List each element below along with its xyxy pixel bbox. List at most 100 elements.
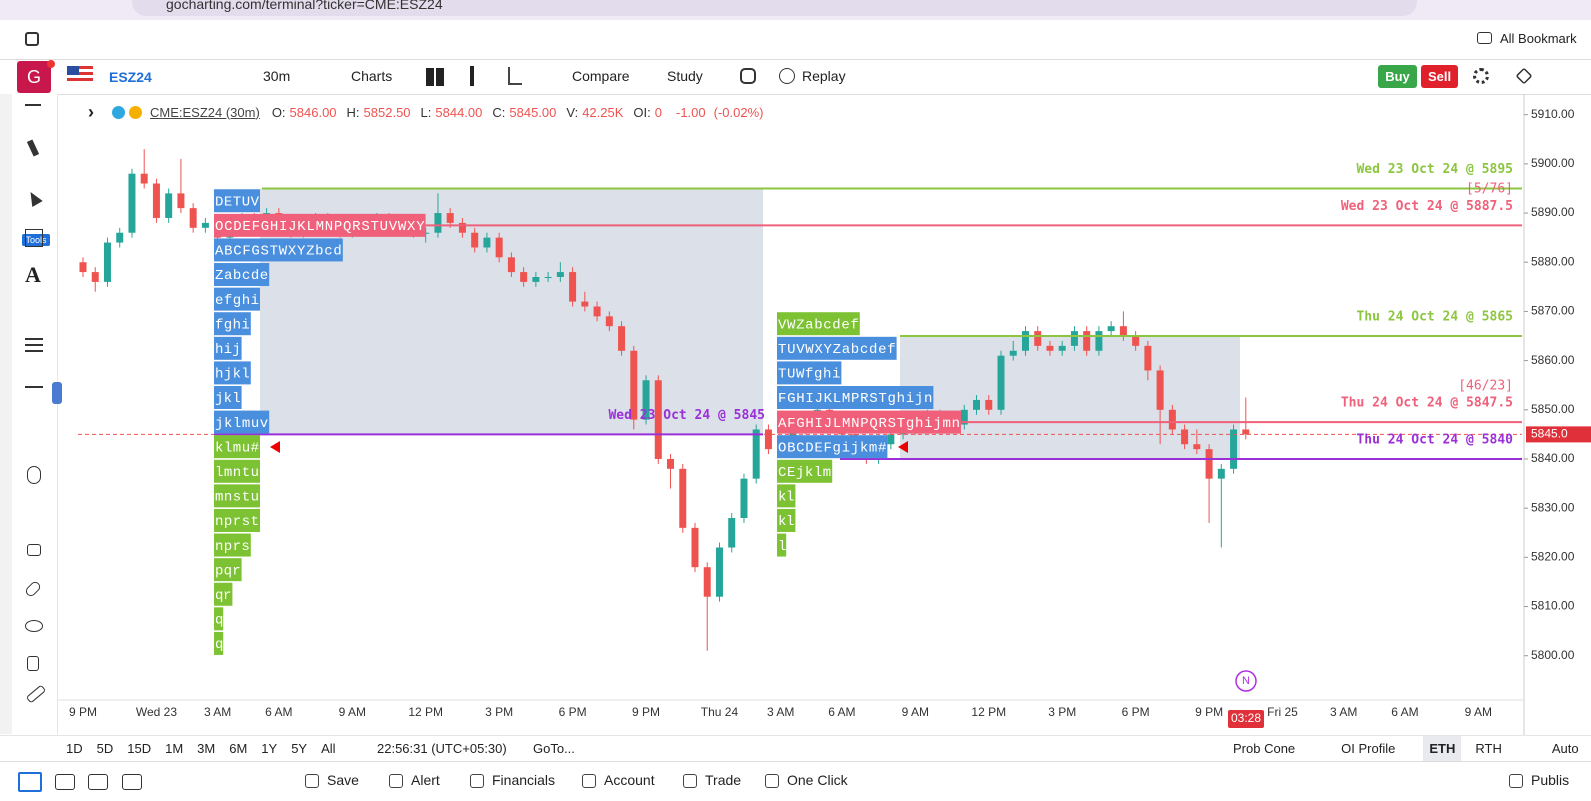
- bookmarks[interactable]: All Bookmark: [1500, 31, 1577, 46]
- footer-button[interactable]: Trade: [705, 772, 742, 788]
- url[interactable]: gocharting.com/terminal?ticker=CME:ESZ24: [166, 0, 443, 12]
- range-button[interactable]: 15D: [127, 741, 152, 756]
- charts-menu[interactable]: Charts: [351, 68, 393, 84]
- layers-icon[interactable]: [1515, 67, 1533, 85]
- footer-button[interactable]: Alert: [411, 772, 440, 788]
- tpo-letters: jkl: [215, 391, 241, 407]
- range-button[interactable]: 3M: [197, 741, 216, 756]
- symbol[interactable]: ESZ24: [109, 69, 152, 85]
- folder-icon[interactable]: [1477, 32, 1492, 44]
- legend-symbol[interactable]: CME:ESZ24 (30m): [150, 104, 260, 120]
- session-button[interactable]: Prob Cone: [1233, 741, 1296, 756]
- y-tick-label: 5800.00: [1531, 648, 1575, 662]
- tpo-letters: ABCFGSTWXYZbcd: [215, 244, 342, 260]
- eye-icon[interactable]: [25, 620, 43, 632]
- interval[interactable]: 30m: [263, 68, 291, 84]
- session-button[interactable]: Auto: [1551, 741, 1579, 756]
- apps-icon[interactable]: [25, 32, 39, 46]
- cursor-icon[interactable]: [25, 188, 43, 208]
- link-icon[interactable]: [23, 579, 43, 599]
- footer-button[interactable]: Publis: [1531, 772, 1570, 788]
- tpo-row: [214, 508, 260, 532]
- footer-icon[interactable]: [683, 774, 697, 788]
- footer-icon[interactable]: [305, 774, 319, 788]
- replay[interactable]: Replay: [802, 68, 846, 84]
- url-box[interactable]: [132, 0, 1417, 16]
- layout-split-v[interactable]: [88, 774, 108, 790]
- range-button[interactable]: 1D: [66, 741, 83, 756]
- bar-icon[interactable]: [508, 67, 522, 85]
- footer-button[interactable]: Save: [327, 772, 359, 788]
- tpo-letters: hjkl: [215, 367, 250, 383]
- session-button[interactable]: RTH: [1475, 741, 1502, 756]
- candle-icon[interactable]: [470, 66, 474, 86]
- shape-icon[interactable]: [25, 229, 43, 247]
- snapshot-icon[interactable]: [740, 68, 756, 84]
- pen-icon[interactable]: [26, 139, 40, 157]
- session-button[interactable]: OI Profile: [1341, 741, 1396, 756]
- tpo-letters: DETUV: [215, 194, 260, 210]
- footer-button[interactable]: Account: [604, 772, 655, 788]
- collapse-handle[interactable]: [52, 382, 62, 404]
- goto[interactable]: GoTo...: [533, 741, 575, 756]
- replay-icon[interactable]: [779, 68, 795, 84]
- y-tick-label: 5830.00: [1531, 500, 1575, 514]
- candle-body: [691, 527, 699, 568]
- layout-grid[interactable]: [122, 774, 142, 790]
- text-tool[interactable]: A: [25, 262, 41, 287]
- range-button[interactable]: 1Y: [261, 741, 278, 756]
- range-button[interactable]: All: [321, 741, 336, 756]
- candle-body: [103, 242, 111, 282]
- footer-icon[interactable]: [389, 774, 403, 788]
- buy-button[interactable]: Buy: [1378, 65, 1417, 88]
- range-button[interactable]: 1M: [165, 741, 184, 756]
- trash-icon[interactable]: [27, 656, 39, 671]
- layout-split-h[interactable]: [55, 774, 75, 790]
- tools-badge[interactable]: Tools: [22, 234, 50, 246]
- candle-body: [715, 547, 723, 597]
- settings-icon[interactable]: [1473, 68, 1489, 84]
- tpo-row: [214, 558, 242, 582]
- x-tick-label: 9 PM: [632, 705, 660, 719]
- range-button[interactable]: 6M: [229, 741, 248, 756]
- lock-icon[interactable]: [27, 544, 41, 556]
- candle-body: [324, 217, 332, 228]
- tpo-letters: Zabcde: [215, 268, 268, 284]
- footer-icon[interactable]: [470, 774, 484, 788]
- tpo-row: [214, 435, 260, 459]
- legend-label: OI:: [633, 104, 651, 120]
- expand-icon[interactable]: ›: [88, 101, 94, 122]
- sell-button[interactable]: Sell: [1421, 65, 1458, 88]
- fib-icon[interactable]: [25, 344, 43, 346]
- tpo-row: [214, 189, 260, 213]
- candle-body: [997, 355, 1005, 410]
- layout-single[interactable]: [18, 772, 42, 792]
- footer-icon[interactable]: [1509, 774, 1523, 788]
- layout-icon[interactable]: [426, 68, 444, 86]
- study[interactable]: Study: [667, 68, 703, 84]
- tpo-row: [214, 213, 426, 237]
- footer-button[interactable]: One Click: [787, 772, 848, 788]
- logo[interactable]: G: [17, 61, 51, 93]
- candle-body: [630, 350, 638, 420]
- flag: [67, 66, 93, 84]
- session-button[interactable]: ETH: [1423, 736, 1462, 761]
- compare[interactable]: Compare: [572, 68, 630, 84]
- footer-button[interactable]: Financials: [492, 772, 556, 788]
- ruler-icon[interactable]: [25, 684, 47, 704]
- range-buttons: 1D 5D 15D 1M 3M 6M 1Y 5Y All: [66, 741, 336, 756]
- range-button[interactable]: 5D: [96, 741, 114, 756]
- x-tick-label: 3 AM: [767, 705, 794, 719]
- footer-icon[interactable]: [765, 774, 779, 788]
- line-icon[interactable]: [25, 386, 43, 388]
- range-button[interactable]: 5Y: [291, 741, 308, 756]
- footer-icon[interactable]: [582, 774, 596, 788]
- profile-count: [5/76]: [1466, 182, 1513, 197]
- tpo-row: [777, 435, 888, 459]
- x-tick-label: 9 AM: [902, 705, 929, 719]
- candle-body: [214, 222, 222, 238]
- crosshair-icon[interactable]: [25, 104, 41, 106]
- tpo-letters: l: [778, 539, 786, 555]
- tpo-letters: efghi: [215, 293, 259, 309]
- magnet-icon[interactable]: [27, 466, 41, 484]
